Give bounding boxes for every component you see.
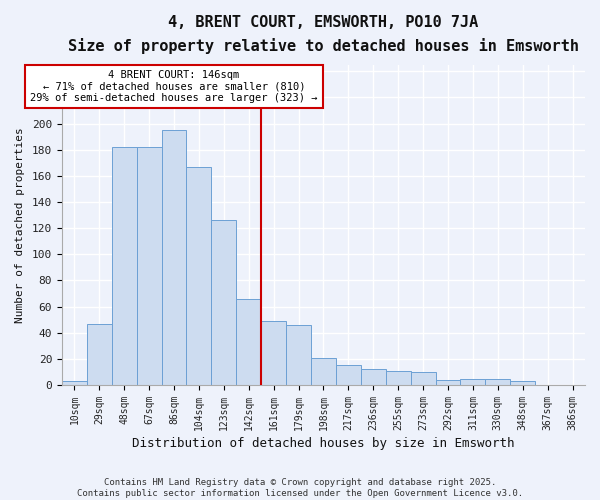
Bar <box>62 381 87 385</box>
Text: Contains HM Land Registry data © Crown copyright and database right 2025.
Contai: Contains HM Land Registry data © Crown c… <box>77 478 523 498</box>
Bar <box>436 380 460 385</box>
Bar <box>161 130 187 385</box>
Y-axis label: Number of detached properties: Number of detached properties <box>15 127 25 323</box>
Bar <box>510 381 535 385</box>
Bar <box>311 358 336 385</box>
Bar <box>485 378 510 385</box>
Bar <box>336 366 361 385</box>
Bar <box>187 166 211 385</box>
Bar <box>211 220 236 385</box>
Bar <box>112 147 137 385</box>
Bar <box>410 372 436 385</box>
X-axis label: Distribution of detached houses by size in Emsworth: Distribution of detached houses by size … <box>132 437 515 450</box>
Bar <box>236 299 261 385</box>
Bar <box>137 147 161 385</box>
Bar <box>386 370 410 385</box>
Bar <box>261 321 286 385</box>
Bar <box>361 370 386 385</box>
Title: 4, BRENT COURT, EMSWORTH, PO10 7JA
Size of property relative to detached houses : 4, BRENT COURT, EMSWORTH, PO10 7JA Size … <box>68 15 579 54</box>
Bar <box>460 378 485 385</box>
Bar <box>286 325 311 385</box>
Text: 4 BRENT COURT: 146sqm
← 71% of detached houses are smaller (810)
29% of semi-det: 4 BRENT COURT: 146sqm ← 71% of detached … <box>30 70 318 103</box>
Bar <box>87 324 112 385</box>
